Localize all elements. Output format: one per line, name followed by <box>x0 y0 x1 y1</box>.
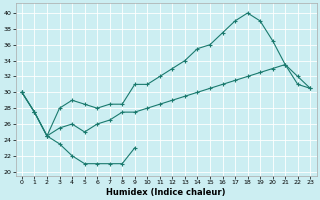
X-axis label: Humidex (Indice chaleur): Humidex (Indice chaleur) <box>106 188 226 197</box>
